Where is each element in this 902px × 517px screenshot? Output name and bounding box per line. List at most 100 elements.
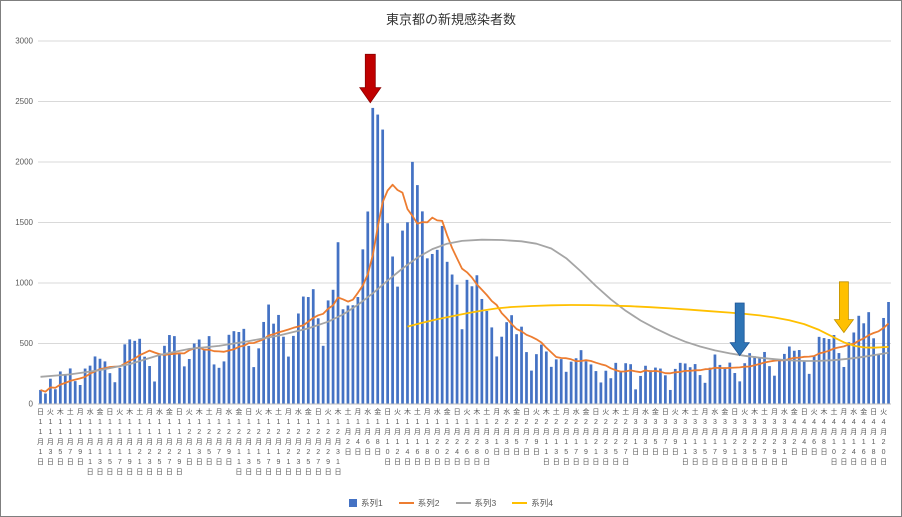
legend-label-series3: 系列3 [474, 498, 497, 508]
legend-item-series4: 系列4 [512, 497, 553, 509]
svg-text:3000: 3000 [15, 37, 33, 46]
line-series4 [407, 304, 889, 349]
legend-label-series4: 系列4 [531, 498, 553, 508]
legend-item-series1: 系列1 [349, 497, 383, 509]
chart-title: 東京都の新規感染者数 [385, 12, 516, 27]
series3-line-swatch [455, 501, 471, 505]
annotation-arrows [359, 53, 855, 357]
svg-text:500: 500 [20, 339, 34, 348]
svg-text:2000: 2000 [15, 158, 33, 167]
legend: 系列1 系列2 系列3 系列4 [1, 497, 901, 509]
x-axis-tick-labels: 日 1 1 月 1 日火 1 1 月 3 日木 1 1 月 5 日土 1 1 月 7 日月 1 1 月 9 日水 1 1 月 1 1 日金 1 1… [37, 407, 887, 476]
red-arrow [359, 53, 382, 104]
line-series3 [40, 238, 889, 378]
series4-line-swatch [512, 501, 528, 505]
gridlines [38, 40, 891, 405]
line-series2 [40, 183, 890, 393]
y-axis-tick-labels: 0 500 1000 1500 2000 2500 3000 [15, 37, 33, 409]
series1-bar-swatch [349, 499, 358, 507]
legend-label-series2: 系列2 [417, 498, 440, 508]
legend-item-series2: 系列2 [398, 497, 440, 509]
svg-text:0: 0 [29, 400, 34, 409]
svg-text:2500: 2500 [15, 97, 33, 106]
svg-text:1000: 1000 [15, 279, 33, 288]
legend-label-series1: 系列1 [361, 498, 383, 508]
blue-arrow [729, 302, 750, 357]
bars-series1 [39, 107, 890, 404]
yellow-arrow [833, 281, 855, 334]
